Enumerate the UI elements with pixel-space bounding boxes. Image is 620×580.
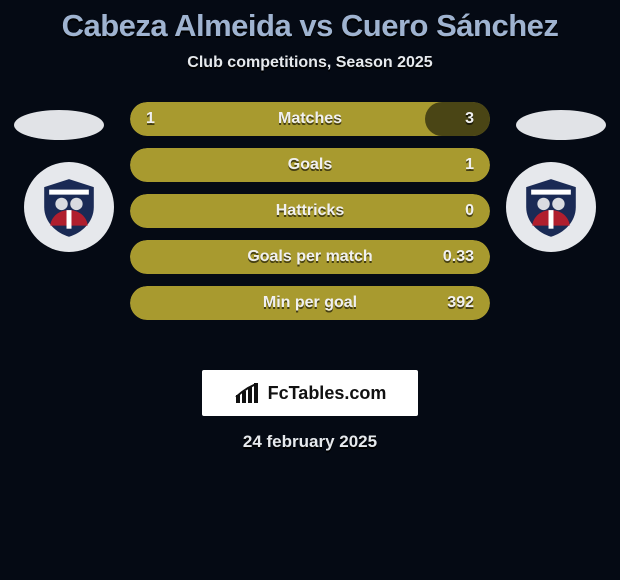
stat-bar: Matches1 3 (130, 102, 490, 136)
stat-label: Goals (130, 148, 490, 182)
stat-label: Matches (130, 102, 490, 136)
stat-label: Min per goal (130, 286, 490, 320)
team-badge-right (506, 162, 596, 252)
page-subtitle: Club competitions, Season 2025 (0, 54, 620, 72)
stat-value-right: 392 (447, 286, 474, 320)
page-title: Cabeza Almeida vs Cuero Sánchez (0, 8, 620, 44)
stat-value-right: 3 (465, 102, 474, 136)
decor-ellipse-left (14, 110, 104, 140)
footer-date: 24 february 2025 (0, 432, 620, 452)
shield-icon (520, 176, 582, 238)
stat-value-left: 1 (146, 102, 155, 136)
brand-text: FcTables.com (268, 383, 387, 404)
stat-bar: Min per goal392 (130, 286, 490, 320)
stat-value-right: 0 (465, 194, 474, 228)
stat-bar: Goals per match0.33 (130, 240, 490, 274)
stat-bar: Goals1 (130, 148, 490, 182)
stat-bar: Hattricks0 (130, 194, 490, 228)
stat-value-right: 1 (465, 148, 474, 182)
shield-icon (38, 176, 100, 238)
stat-label: Hattricks (130, 194, 490, 228)
brand-box: FcTables.com (202, 370, 418, 416)
decor-ellipse-right (516, 110, 606, 140)
stat-label: Goals per match (130, 240, 490, 274)
stat-value-right: 0.33 (443, 240, 474, 274)
stat-bars: Matches13Goals1Hattricks0Goals per match… (130, 102, 490, 320)
comparison-area: Matches13Goals1Hattricks0Goals per match… (0, 102, 620, 352)
team-badge-left (24, 162, 114, 252)
bars-icon (234, 381, 262, 405)
